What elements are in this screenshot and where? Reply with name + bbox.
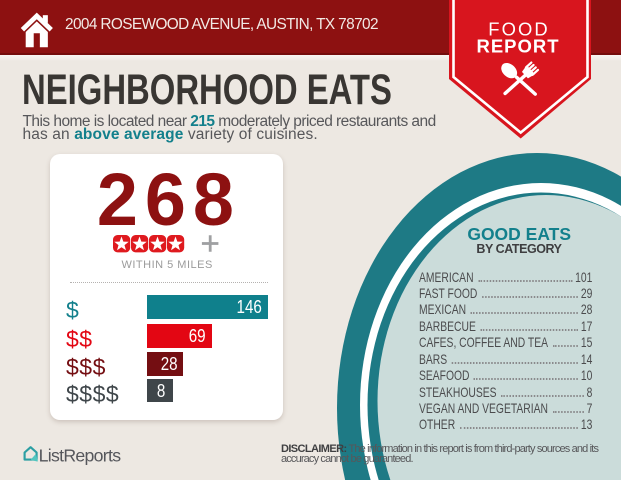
svg-text:ListReports: ListReports	[39, 446, 122, 466]
svg-text:FOOD: FOOD	[488, 19, 550, 40]
svg-text:REPORT: REPORT	[476, 35, 559, 56]
